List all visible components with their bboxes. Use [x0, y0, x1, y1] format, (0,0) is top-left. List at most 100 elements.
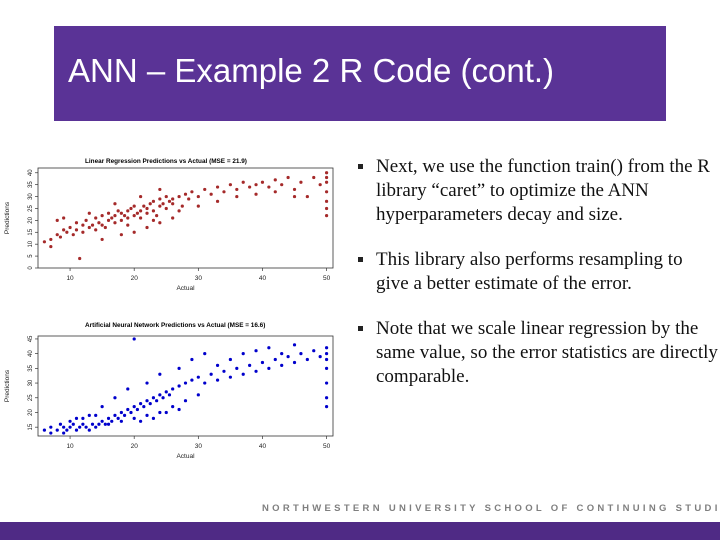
plot-frame: [37, 335, 334, 437]
data-point: [49, 425, 53, 429]
data-point: [155, 399, 159, 403]
data-point: [113, 202, 117, 206]
data-point: [222, 369, 226, 373]
data-point: [145, 211, 149, 215]
data-point: [209, 372, 213, 376]
y-tick-label: 0: [28, 266, 34, 270]
y-tick-label: 35: [28, 181, 34, 188]
data-point: [215, 199, 220, 203]
data-point: [158, 204, 162, 208]
data-point: [151, 199, 156, 203]
data-point: [100, 404, 104, 409]
data-point: [164, 206, 168, 211]
data-point: [126, 387, 130, 391]
bullet-item: Note that we scale linear regression by …: [358, 317, 718, 389]
data-point: [241, 372, 245, 376]
data-point: [161, 396, 165, 400]
data-point: [87, 225, 91, 230]
data-point: [203, 381, 207, 385]
plot-frame: [37, 167, 334, 269]
data-point: [132, 416, 136, 420]
data-point: [248, 185, 252, 189]
data-point: [273, 178, 277, 182]
data-point: [292, 187, 297, 192]
x-tick-label: 20: [131, 275, 139, 282]
data-point: [113, 221, 117, 225]
data-point: [74, 416, 79, 420]
data-point: [167, 199, 172, 203]
data-point: [235, 194, 239, 199]
data-point: [254, 192, 258, 196]
y-tick-label: 10: [28, 240, 34, 247]
data-point: [139, 419, 143, 423]
data-point: [139, 216, 143, 220]
data-point: [100, 214, 104, 218]
data-point: [100, 237, 104, 242]
data-point: [78, 256, 82, 261]
data-point: [177, 384, 181, 388]
bullet-list: Next, we use the function train() from t…: [358, 155, 718, 410]
y-tick-label: 30: [28, 193, 34, 200]
data-point: [228, 375, 232, 379]
data-point: [62, 228, 66, 232]
data-point: [324, 346, 329, 350]
data-point: [324, 381, 329, 385]
chart-title: Linear Regression Predictions vs Actual …: [85, 158, 247, 165]
data-point: [58, 235, 63, 239]
data-point: [292, 360, 297, 365]
data-point: [324, 357, 329, 362]
footer-institution: NORTHWESTERN UNIVERSITY SCHOOL OF CONTIN…: [262, 503, 720, 514]
data-point: [241, 352, 245, 356]
data-point: [142, 404, 146, 409]
x-axis-label: Actual: [176, 285, 195, 292]
data-point: [49, 237, 53, 242]
data-point: [215, 185, 220, 189]
data-point: [324, 366, 329, 370]
ann-scatter: Artificial Neural Network Predictions vs…: [4, 322, 334, 460]
data-point: [42, 240, 47, 244]
data-point: [119, 419, 123, 423]
data-point: [324, 180, 329, 184]
data-point: [292, 194, 297, 199]
data-point: [267, 346, 271, 350]
data-point: [129, 410, 133, 415]
data-point: [119, 233, 123, 237]
data-point: [135, 211, 140, 215]
chart-title: Artificial Neural Network Predictions vs…: [85, 322, 265, 329]
data-point: [177, 209, 181, 213]
data-point: [49, 431, 53, 435]
data-point: [81, 422, 85, 426]
data-point: [74, 428, 79, 432]
data-point: [145, 206, 149, 211]
data-point: [196, 194, 200, 199]
data-point: [280, 363, 284, 368]
data-point: [171, 387, 175, 391]
data-point: [196, 204, 200, 208]
data-point: [171, 216, 175, 220]
ann-plot: Artificial Neural Network Predictions vs…: [0, 314, 345, 466]
data-point: [158, 197, 162, 201]
data-point: [84, 425, 88, 429]
data-point: [58, 422, 63, 426]
data-point: [324, 175, 329, 180]
x-tick-label: 40: [259, 443, 267, 450]
data-point: [183, 381, 188, 385]
data-point: [324, 206, 329, 211]
y-axis-label: Predictions: [4, 201, 11, 234]
data-point: [139, 194, 143, 199]
bullet-text: This library also performs resampling to…: [376, 249, 683, 294]
data-point: [55, 428, 59, 432]
data-point: [305, 194, 309, 199]
data-point: [151, 396, 156, 400]
data-point: [132, 337, 136, 341]
data-point: [126, 407, 130, 412]
x-axis-label: Actual: [176, 453, 195, 460]
data-point: [103, 225, 107, 230]
data-point: [78, 425, 82, 429]
data-point: [148, 202, 152, 206]
linear-regression-plot: Linear Regression Predictions vs Actual …: [0, 150, 345, 300]
data-point: [254, 349, 258, 353]
data-point: [145, 413, 149, 418]
data-point: [110, 419, 114, 423]
data-point: [126, 216, 130, 220]
